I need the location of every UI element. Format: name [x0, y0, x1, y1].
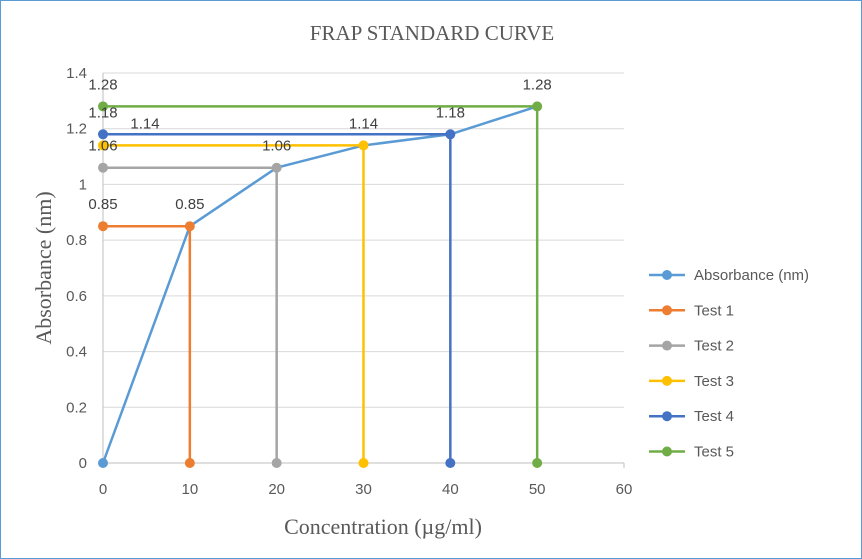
- legend-label: Test 1: [694, 302, 734, 319]
- data-label: 1.14: [349, 115, 378, 132]
- x-tick-label: 30: [355, 481, 372, 498]
- legend-marker: [662, 270, 672, 280]
- data-point: [358, 140, 369, 151]
- y-tick-label: 0.2: [66, 399, 87, 416]
- data-label: 1.28: [88, 76, 117, 93]
- legend-marker: [662, 340, 672, 351]
- data-point: [98, 129, 108, 140]
- legend-label: Absorbance (nm): [694, 267, 809, 284]
- legend-label: Test 4: [694, 408, 734, 425]
- x-axis-title: Concentration (µg/ml): [284, 514, 482, 539]
- legend-label: Test 2: [694, 338, 734, 355]
- x-tick-label: 10: [181, 481, 198, 498]
- series-line: [103, 144, 365, 463]
- data-point: [532, 458, 543, 468]
- x-tick-label: 60: [616, 481, 633, 498]
- y-tick-label: 0.4: [66, 344, 87, 361]
- data-point: [445, 129, 456, 140]
- x-tick-label: 40: [442, 481, 459, 498]
- y-tick-label: 1: [79, 176, 87, 193]
- y-tick-label: 0: [79, 455, 87, 472]
- x-tick-label: 0: [99, 481, 107, 498]
- legend-marker: [662, 411, 672, 422]
- y-tick-label: 1.2: [66, 121, 87, 138]
- data-point: [445, 458, 456, 468]
- y-tick-label: 0.6: [66, 288, 87, 305]
- y-axis-title: Absorbance (nm): [31, 191, 56, 344]
- x-tick-label: 50: [529, 481, 546, 498]
- data-point: [271, 162, 282, 173]
- data-label: 1.06: [88, 138, 117, 155]
- data-point: [532, 101, 543, 112]
- data-point: [98, 140, 108, 151]
- chart-title: FRAP STANDARD CURVE: [310, 21, 554, 45]
- data-point: [358, 458, 369, 468]
- data-label: 0.85: [88, 196, 117, 213]
- data-point: [98, 101, 108, 112]
- legend-label: Test 3: [694, 373, 734, 390]
- y-tick-label: 0.8: [66, 232, 87, 249]
- data-point: [98, 458, 108, 468]
- data-label: 1.28: [523, 76, 552, 93]
- series-line: [101, 105, 538, 464]
- legend-marker: [662, 305, 672, 316]
- data-point: [184, 221, 195, 232]
- x-tick-label: 20: [268, 481, 285, 498]
- data-point: [271, 458, 282, 468]
- data-label: 1.18: [436, 104, 465, 121]
- data-label: 1.18: [88, 104, 117, 121]
- data-label: 1.14: [130, 115, 159, 132]
- legend-marker: [662, 446, 672, 457]
- data-point: [184, 458, 195, 468]
- data-label: 1.06: [262, 138, 291, 155]
- legend-label: Test 5: [694, 444, 734, 461]
- legend-marker: [662, 375, 672, 386]
- data-label: 0.85: [175, 196, 204, 213]
- data-point: [98, 221, 108, 232]
- data-point: [98, 162, 108, 173]
- y-tick-label: 1.4: [66, 65, 87, 82]
